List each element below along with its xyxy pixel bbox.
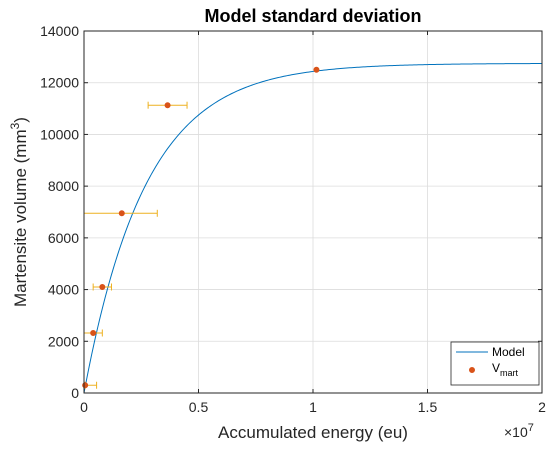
y-tick-label: 4000 <box>48 282 79 298</box>
x-tick-label: 1.5 <box>418 399 438 415</box>
data-point <box>82 382 89 389</box>
data-point <box>118 210 125 217</box>
y-tick-label: 0 <box>71 385 79 401</box>
grid-layer <box>84 31 542 393</box>
x-axis-label: Accumulated energy (eu) <box>218 423 408 442</box>
y-tick-label: 12000 <box>40 75 79 91</box>
legend-point-marker <box>468 366 475 373</box>
legend-point-label: Vmart <box>492 361 519 378</box>
point-layer <box>82 66 320 389</box>
chart-title: Model standard deviation <box>204 6 421 26</box>
y-tick-label: 14000 <box>40 23 79 39</box>
legend-model-label: Model <box>492 345 525 359</box>
y-tick-label: 10000 <box>40 126 79 142</box>
legend: Model Vmart <box>450 341 540 386</box>
y-tick-label: 8000 <box>48 178 79 194</box>
data-point <box>90 330 97 337</box>
data-point <box>164 102 171 109</box>
legend-point-label-base: V <box>492 361 500 375</box>
x-tick-label: 1 <box>309 399 317 415</box>
y-tick-label: 6000 <box>48 230 79 246</box>
y-axis-label-main: Martensite volume (mm <box>11 129 30 307</box>
data-point <box>99 283 106 290</box>
model-layer <box>83 63 543 394</box>
x-tick-label: 0.5 <box>189 399 209 415</box>
tick-layer: 0 0.5 1 1.5 2 0 2000 4000 6000 8000 10000 12000 1400… <box>40 23 546 415</box>
y-axis-label-tail: ) <box>11 117 30 123</box>
y-axis-label: Martensite volume (mm3) <box>8 117 30 307</box>
x-axis-exponent: ×107 <box>504 422 534 440</box>
model-curve <box>83 63 543 394</box>
legend-box <box>450 341 540 386</box>
x-tick-label: 0 <box>80 399 88 415</box>
x-axis-exponent-base: ×10 <box>504 424 528 440</box>
legend-point-label-sub: mart <box>500 368 518 378</box>
x-axis-exponent-power: 7 <box>528 422 534 434</box>
y-axis-label-sup: 3 <box>8 122 22 129</box>
data-point <box>313 66 320 73</box>
y-tick-label: 2000 <box>48 333 79 349</box>
x-tick-label: 2 <box>538 399 546 415</box>
